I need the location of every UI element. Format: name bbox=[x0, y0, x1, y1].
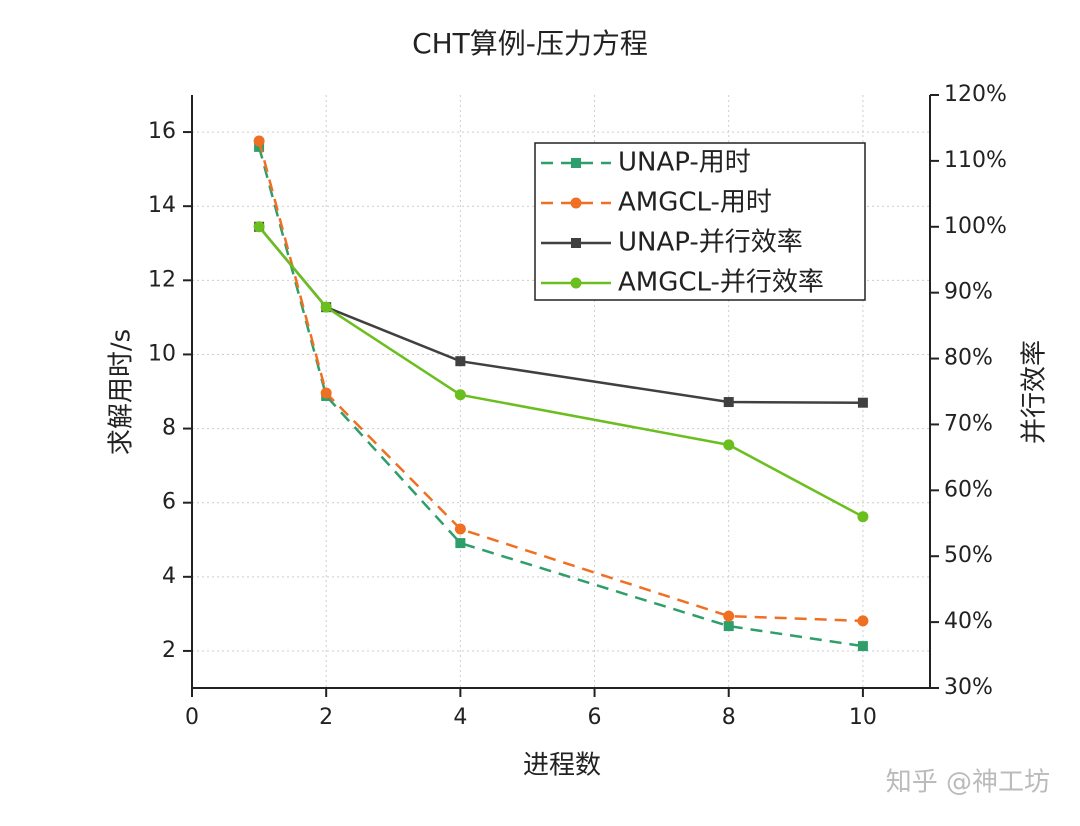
marker bbox=[253, 135, 265, 147]
marker bbox=[254, 141, 265, 152]
x-tick-label: 6 bbox=[588, 705, 602, 730]
y-tick-label: 12 bbox=[148, 267, 176, 292]
legend-marker-shape bbox=[571, 158, 581, 168]
legend-marker bbox=[570, 197, 582, 209]
marker bbox=[455, 538, 466, 549]
marker bbox=[857, 397, 868, 408]
marker bbox=[857, 615, 869, 627]
x-tick-label: 10 bbox=[849, 705, 877, 730]
y2-tick-label: 120% bbox=[944, 82, 1007, 107]
y2-tick-label: 80% bbox=[944, 346, 993, 371]
marker bbox=[723, 610, 735, 622]
y2-tick-label: 110% bbox=[944, 148, 1007, 173]
legend-marker-shape bbox=[570, 277, 582, 289]
x-tick-label: 4 bbox=[453, 705, 467, 730]
y-tick-label: 8 bbox=[162, 416, 176, 441]
y-axis-label: 求解用时/s bbox=[107, 329, 137, 455]
y2-tick-label: 30% bbox=[944, 675, 993, 700]
y-tick-label: 16 bbox=[148, 119, 176, 144]
y-tick-label: 4 bbox=[162, 564, 176, 589]
y2-axis-label: 并行效率 bbox=[1020, 340, 1050, 444]
y2-tick-label: 60% bbox=[944, 477, 993, 502]
marker bbox=[320, 387, 332, 399]
marker bbox=[454, 389, 466, 401]
marker bbox=[723, 621, 734, 632]
marker bbox=[857, 511, 869, 523]
y2-tick-label: 90% bbox=[944, 280, 993, 305]
y-tick-label: 14 bbox=[148, 193, 176, 218]
legend-marker-shape bbox=[570, 197, 582, 209]
legend-marker bbox=[571, 238, 581, 248]
x-tick-label: 2 bbox=[319, 705, 333, 730]
y2-tick-label: 100% bbox=[944, 214, 1007, 239]
y-tick-label: 2 bbox=[162, 638, 176, 663]
legend-label: UNAP-用时 bbox=[618, 148, 751, 178]
marker bbox=[723, 397, 734, 408]
chart-title: CHT算例-压力方程 bbox=[412, 27, 648, 60]
y-tick-label: 6 bbox=[162, 490, 176, 515]
marker bbox=[857, 641, 868, 652]
y-tick-label: 10 bbox=[148, 341, 176, 366]
marker bbox=[454, 523, 466, 535]
legend-box bbox=[534, 142, 866, 301]
x-tick-label: 0 bbox=[185, 705, 199, 730]
marker bbox=[253, 221, 265, 233]
marker bbox=[320, 301, 332, 313]
legend-marker-shape bbox=[571, 238, 581, 248]
marker bbox=[455, 356, 466, 367]
y2-tick-label: 40% bbox=[944, 609, 993, 634]
legend-marker bbox=[571, 158, 581, 168]
y2-tick-label: 70% bbox=[944, 411, 993, 436]
x-tick-label: 8 bbox=[722, 705, 736, 730]
y2-tick-label: 50% bbox=[944, 543, 993, 568]
x-axis-label: 进程数 bbox=[523, 751, 601, 781]
legend-label: UNAP-并行效率 bbox=[618, 228, 803, 258]
legend-label: AMGCL-用时 bbox=[618, 188, 772, 218]
marker bbox=[723, 439, 735, 451]
series-line bbox=[257, 146, 864, 648]
legend-marker bbox=[570, 277, 582, 289]
legend-label: AMGCL-并行效率 bbox=[618, 268, 824, 298]
watermark: 知乎 @神工坊 bbox=[886, 768, 1050, 798]
